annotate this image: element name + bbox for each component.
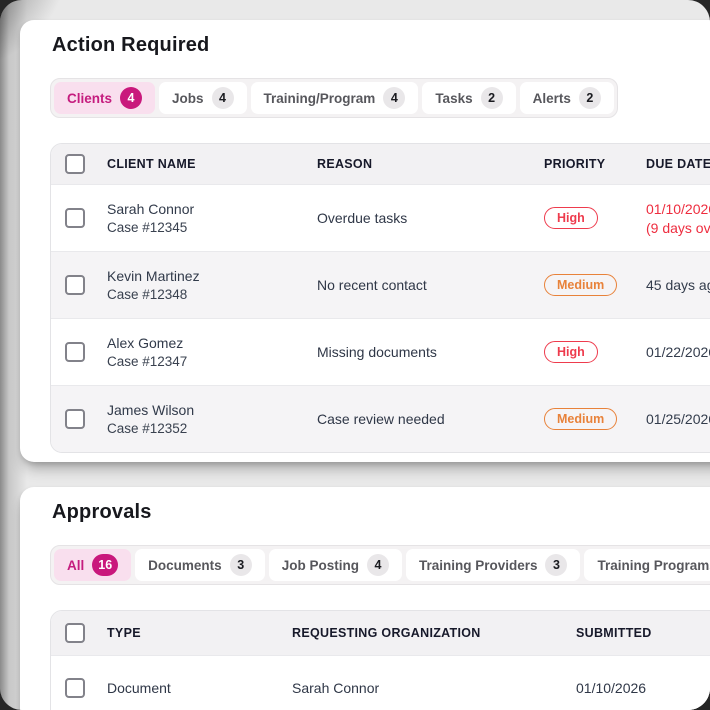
tab-job-posting-label: Job Posting xyxy=(281,557,359,573)
case-number: Case #12348 xyxy=(107,287,188,302)
reason-text: Case review needed xyxy=(317,411,445,427)
reason-text: Missing documents xyxy=(317,344,437,360)
tab-job-posting[interactable]: Job Posting 4 xyxy=(268,549,402,581)
col-header-priority: PRIORITY xyxy=(544,157,606,171)
case-number: Case #12352 xyxy=(107,421,188,436)
select-all-checkbox[interactable] xyxy=(65,623,85,643)
table-row[interactable]: Sarah Connor Case #12345 Overdue tasks H… xyxy=(51,184,710,251)
row-checkbox[interactable] xyxy=(65,409,85,429)
tab-job-posting-count-badge: 4 xyxy=(366,554,389,576)
action-required-tabbar: Clients 4 Jobs 4 Training/Program 4 Task… xyxy=(50,78,618,118)
action-required-title: Action Required xyxy=(52,34,210,56)
tab-all-count-badge: 16 xyxy=(92,554,119,576)
table-row[interactable]: Alex Gomez Case #12347 Missing documents… xyxy=(51,318,710,385)
due-date: 01/25/2026 xyxy=(646,411,710,427)
tab-clients-count-badge: 4 xyxy=(120,87,143,109)
reason-text: No recent contact xyxy=(317,277,427,293)
col-header-reason: REASON xyxy=(317,157,373,171)
tab-documents-label: Documents xyxy=(148,557,222,573)
tab-tasks[interactable]: Tasks 2 xyxy=(422,82,516,114)
tab-training-program-count-badge: 4 xyxy=(383,87,406,109)
tab-all-label: All xyxy=(67,557,85,573)
approvals-table-header: TYPE REQUESTING ORGANIZATION SUBMITTED xyxy=(51,611,710,655)
tab-alerts-count-badge: 2 xyxy=(578,87,601,109)
client-name: Alex Gomez xyxy=(107,335,184,351)
tab-alerts[interactable]: Alerts 2 xyxy=(519,82,614,114)
priority-badge: Medium xyxy=(544,274,618,296)
case-number: Case #12347 xyxy=(107,354,188,369)
approvals-table: TYPE REQUESTING ORGANIZATION SUBMITTED D… xyxy=(50,610,710,710)
action-required-card: Action Required Clients 4 Jobs 4 Trainin… xyxy=(20,20,710,462)
submitted-date: 01/10/2026 xyxy=(576,680,647,696)
approvals-card: Approvals All 16 Documents 3 Job Posting… xyxy=(20,487,710,710)
table-row[interactable]: James Wilson Case #12352 Case review nee… xyxy=(51,385,710,452)
col-header-client-name: CLIENT NAME xyxy=(107,157,196,171)
tab-clients-label: Clients xyxy=(67,90,113,106)
row-checkbox[interactable] xyxy=(65,678,85,698)
client-name: Kevin Martinez xyxy=(107,268,200,284)
col-header-submitted: SUBMITTED xyxy=(576,626,652,640)
row-checkbox[interactable] xyxy=(65,275,85,295)
tab-alerts-label: Alerts xyxy=(532,90,571,106)
col-header-due-date: DUE DATE xyxy=(646,157,710,171)
tab-all[interactable]: All 16 xyxy=(54,549,132,581)
approval-type: Document xyxy=(107,680,171,696)
client-name: Sarah Connor xyxy=(107,201,195,217)
col-header-requesting-organization: REQUESTING ORGANIZATION xyxy=(292,626,481,640)
tab-training-providers[interactable]: Training Providers 3 xyxy=(405,549,581,581)
tab-training-programs[interactable]: Training Programs 3 xyxy=(584,549,710,581)
tab-tasks-count-badge: 2 xyxy=(480,87,503,109)
client-name: James Wilson xyxy=(107,402,195,418)
action-required-table: CLIENT NAME REASON PRIORITY DUE DATE Sar… xyxy=(50,143,710,453)
reason-text: Overdue tasks xyxy=(317,210,408,226)
table-row[interactable]: Kevin Martinez Case #12348 No recent con… xyxy=(51,251,710,318)
overdue-note: (9 days overdue) xyxy=(646,219,710,236)
row-checkbox[interactable] xyxy=(65,342,85,362)
approvals-title: Approvals xyxy=(52,501,152,523)
tab-training-programs-label: Training Programs xyxy=(597,557,710,573)
approvals-tabbar: All 16 Documents 3 Job Posting 4 Trainin… xyxy=(50,545,710,585)
action-required-table-header: CLIENT NAME REASON PRIORITY DUE DATE xyxy=(51,144,710,184)
tab-tasks-label: Tasks xyxy=(435,90,473,106)
tab-documents-count-badge: 3 xyxy=(229,554,252,576)
tab-training-program-label: Training/Program xyxy=(263,90,376,106)
tab-jobs[interactable]: Jobs 4 xyxy=(159,82,247,114)
priority-badge: High xyxy=(544,341,598,363)
priority-badge: High xyxy=(544,207,598,229)
tab-training-providers-count-badge: 3 xyxy=(545,554,568,576)
tab-clients[interactable]: Clients 4 xyxy=(54,82,156,114)
case-number: Case #12345 xyxy=(107,220,188,235)
col-header-type: TYPE xyxy=(107,626,141,640)
priority-badge: Medium xyxy=(544,408,618,430)
tab-training-providers-label: Training Providers xyxy=(418,557,538,573)
requesting-organization: Sarah Connor xyxy=(292,680,380,696)
tab-jobs-count-badge: 4 xyxy=(211,87,234,109)
tab-documents[interactable]: Documents 3 xyxy=(135,549,265,581)
select-all-checkbox[interactable] xyxy=(65,154,85,174)
table-row[interactable]: Document Sarah Connor 01/10/2026 xyxy=(51,655,710,710)
due-date: 01/22/2026 xyxy=(646,344,710,360)
due-date: 45 days ago xyxy=(646,277,710,293)
due-date: 01/10/2026 xyxy=(646,200,710,217)
row-checkbox[interactable] xyxy=(65,208,85,228)
tab-training-program[interactable]: Training/Program 4 xyxy=(250,82,419,114)
tab-jobs-label: Jobs xyxy=(172,90,204,106)
